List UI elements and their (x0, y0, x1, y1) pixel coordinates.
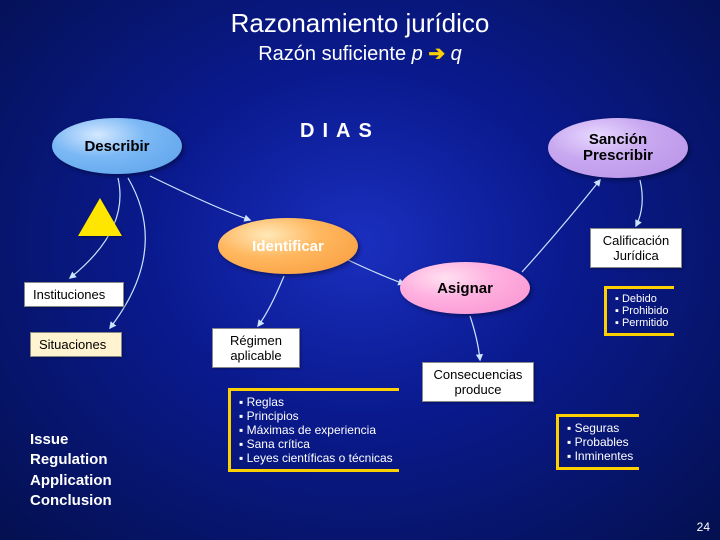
dias-label: DIAS (300, 120, 380, 143)
box-consecuencias: Consecuencias produce (422, 362, 534, 402)
list-item: Debido (615, 293, 668, 305)
page-number: 24 (697, 520, 710, 534)
slide-title: Razonamiento jurídico (0, 0, 720, 39)
subtitle-prefix: Razón suficiente (258, 43, 411, 65)
list-item: Principios (239, 409, 393, 423)
list-item: Inminentes (567, 449, 633, 463)
box-instituciones: Instituciones (24, 282, 124, 307)
box-situaciones: Situaciones (30, 332, 122, 357)
node-identificar-label: Identificar (252, 238, 324, 255)
irac-list: Issue Regulation Application Conclusion (30, 430, 112, 511)
irac-application: Application (30, 471, 112, 491)
node-identificar: Identificar (218, 218, 358, 274)
node-describir-label: Describir (84, 138, 149, 155)
subtitle-p: p (412, 43, 423, 65)
node-asignar-label: Asignar (437, 280, 493, 297)
box-calificacion-l2: Jurídica (613, 248, 659, 263)
subtitle-q: q (451, 43, 462, 65)
list-reglas-ul: ReglasPrincipiosMáximas de experienciaSa… (239, 395, 393, 465)
box-regimen: Régimen aplicable (212, 328, 300, 368)
box-calificacion: Calificación Jurídica (590, 228, 682, 268)
node-sancion-l1: Sanción (589, 131, 647, 148)
node-sancion-l2: Prescribir (583, 147, 653, 164)
list-reglas: ReglasPrincipiosMáximas de experienciaSa… (228, 388, 399, 472)
slide-subtitle: Razón suficiente p ➔ q (0, 41, 720, 66)
box-consecuencias-l2: produce (455, 382, 502, 397)
irac-issue: Issue (30, 430, 112, 450)
list-item: Sana crítica (239, 437, 393, 451)
list-item: Prohibido (615, 305, 668, 317)
list-debido: DebidoProhibidoPermitido (604, 286, 674, 336)
box-regimen-l1: Régimen (230, 333, 282, 348)
box-regimen-l2: aplicable (230, 348, 281, 363)
list-item: Reglas (239, 395, 393, 409)
box-consecuencias-l1: Consecuencias (434, 367, 523, 382)
node-asignar: Asignar (400, 262, 530, 314)
arrow-icon: ➔ (428, 43, 450, 65)
irac-conclusion: Conclusion (30, 491, 112, 511)
irac-regulation: Regulation (30, 450, 112, 470)
list-debido-ul: DebidoProhibidoPermitido (615, 293, 668, 329)
triangle-icon (78, 198, 122, 236)
list-seguras-ul: SegurasProbablesInminentes (567, 421, 633, 463)
box-calificacion-l1: Calificación (603, 233, 669, 248)
list-item: Probables (567, 435, 633, 449)
list-item: Permitido (615, 317, 668, 329)
list-item: Máximas de experiencia (239, 423, 393, 437)
node-describir: Describir (52, 118, 182, 174)
node-sancion: Sanción Prescribir (548, 118, 688, 178)
list-item: Leyes científicas o técnicas (239, 451, 393, 465)
list-item: Seguras (567, 421, 633, 435)
list-seguras: SegurasProbablesInminentes (556, 414, 639, 470)
